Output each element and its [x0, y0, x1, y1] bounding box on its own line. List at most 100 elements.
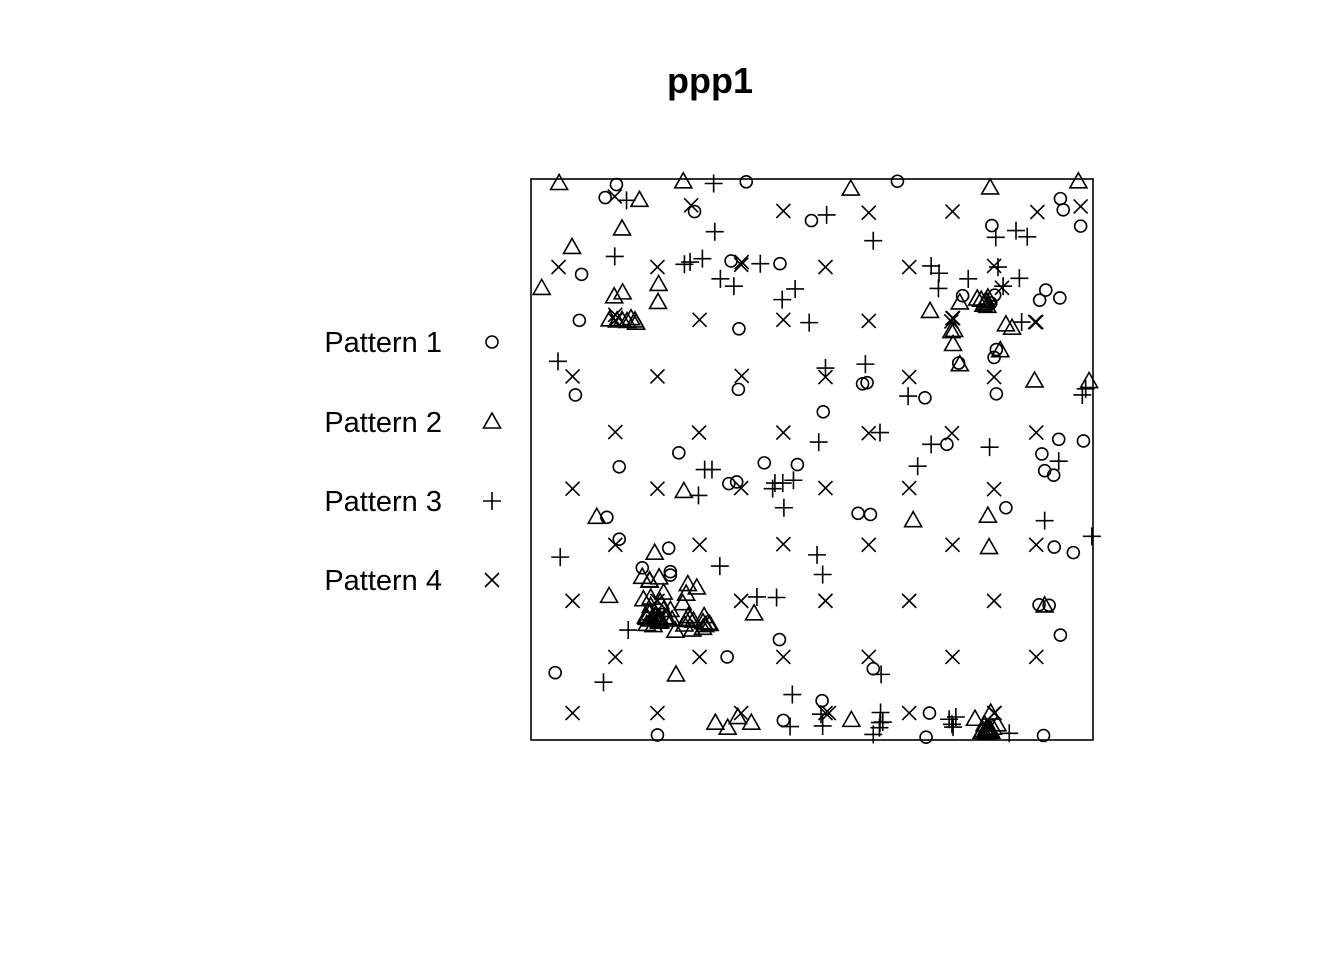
data-point-triangle	[841, 709, 862, 728]
data-point-plus	[817, 205, 836, 224]
data-point-circle	[1076, 434, 1091, 448]
data-point-circle	[1073, 219, 1088, 233]
data-point-triangle	[666, 664, 686, 682]
data-point-cross	[817, 593, 834, 609]
data-point-triangle	[705, 712, 726, 730]
data-point-cross	[565, 368, 581, 385]
data-point-cross	[821, 705, 837, 721]
data-point-cross	[692, 312, 708, 328]
legend-triangle-icon	[482, 411, 502, 429]
data-point-cross	[901, 593, 917, 609]
data-point-triangle	[971, 289, 992, 307]
data-point-plus	[930, 264, 949, 283]
data-point-plus	[751, 254, 770, 273]
data-point-plus	[980, 438, 999, 457]
data-point-triangle	[662, 609, 682, 627]
data-point-circle	[1056, 203, 1071, 217]
data-point-circle	[574, 267, 589, 282]
data-point-circle	[989, 342, 1004, 357]
chart-title: ppp1	[667, 60, 753, 101]
data-point-triangle	[965, 708, 985, 727]
data-point-cross	[734, 254, 750, 270]
data-point-plus	[704, 174, 723, 193]
data-point-triangle	[987, 714, 1008, 732]
data-point-plus	[551, 548, 570, 567]
data-point-circle	[720, 650, 734, 664]
data-point-circle	[772, 632, 787, 647]
data-point-triangle	[741, 712, 762, 730]
data-point-triangle	[649, 607, 670, 626]
data-point-plus	[908, 457, 927, 476]
data-point-cross	[944, 203, 961, 220]
data-point-triangle	[650, 591, 671, 610]
data-point-triangle	[977, 295, 998, 314]
data-point-circle	[722, 476, 736, 491]
data-point-circle	[572, 313, 587, 328]
data-point-cross	[775, 312, 791, 328]
data-point-cross	[1029, 204, 1045, 220]
data-point-cross	[733, 593, 749, 609]
data-point-circle	[773, 256, 787, 271]
data-point-triangle	[653, 582, 674, 600]
data-point-circle	[687, 204, 702, 219]
data-point-cross	[607, 307, 623, 323]
data-point-plus	[705, 222, 724, 241]
point-layer	[531, 171, 1101, 744]
data-point-triangle	[531, 277, 552, 296]
data-point-cross	[817, 369, 834, 385]
data-point-plus	[942, 715, 961, 734]
data-point-plus	[605, 247, 624, 266]
data-point-circle	[1051, 432, 1066, 447]
data-point-cross	[775, 425, 791, 441]
data-point-plus	[899, 387, 918, 406]
data-point-plus	[711, 269, 730, 288]
data-point-triangle	[717, 717, 738, 736]
data-point-cross	[817, 259, 834, 275]
data-point-cross	[649, 368, 666, 385]
data-point-cross	[607, 649, 623, 665]
data-point-plus	[989, 258, 1008, 277]
data-point-circle	[955, 288, 970, 303]
data-point-cross	[607, 188, 623, 204]
data-point-cross	[994, 280, 1010, 296]
data-point-cross	[565, 481, 581, 497]
data-point-cross	[692, 649, 708, 665]
data-point-plus	[594, 673, 613, 692]
data-point-circle	[1053, 628, 1068, 642]
data-point-triangle	[626, 312, 646, 330]
data-point-cross	[733, 257, 749, 273]
data-point-cross	[901, 480, 917, 496]
data-point-cross	[1028, 649, 1044, 665]
data-point-triangle	[673, 480, 694, 499]
data-point-circle	[724, 254, 738, 268]
data-point-cross	[565, 705, 581, 721]
data-point-triangle	[639, 570, 660, 589]
data-point-plus	[1012, 313, 1031, 332]
data-point-triangle	[549, 172, 569, 191]
data-point-circle	[1032, 293, 1047, 307]
data-point-triangle	[694, 605, 714, 624]
data-point-triangle	[604, 286, 625, 304]
data-point-plus	[809, 433, 828, 452]
data-point-plus	[813, 565, 832, 584]
data-point-plus	[693, 249, 712, 268]
data-point-triangle	[693, 617, 713, 636]
data-point-circle	[1038, 283, 1053, 297]
data-point-triangle	[649, 567, 670, 585]
data-point-cross	[1027, 314, 1043, 330]
data-point-plus	[774, 498, 793, 517]
data-point-cross	[944, 425, 960, 441]
legend-label: Pattern 2	[324, 407, 442, 439]
data-point-circle	[999, 500, 1013, 515]
data-point-triangle	[744, 603, 764, 621]
data-point-triangle	[562, 236, 582, 255]
data-point-plus	[619, 621, 638, 640]
data-point-cross	[649, 259, 666, 275]
data-point-triangle	[727, 706, 748, 725]
data-point-circle	[851, 506, 865, 521]
data-point-plus	[1049, 452, 1068, 471]
data-point-triangle	[612, 282, 633, 300]
data-point-cross	[861, 313, 877, 329]
data-point-cross	[565, 593, 581, 609]
